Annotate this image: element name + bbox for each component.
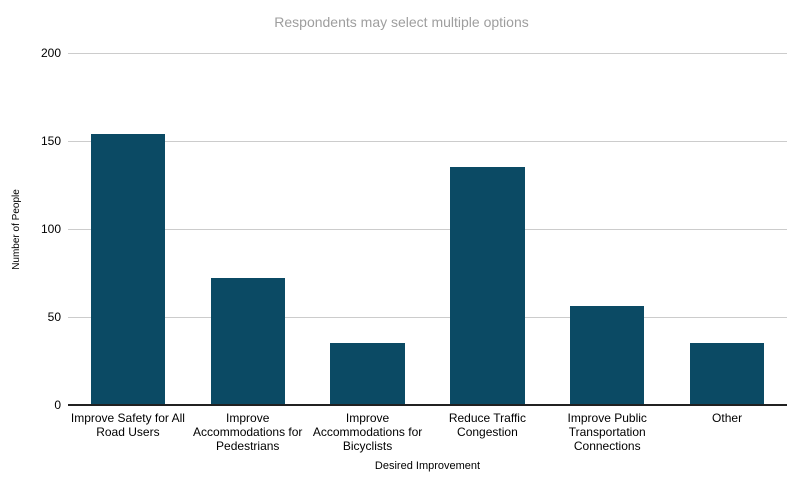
y-tick-label-200: 200 xyxy=(40,46,61,60)
gridline-y-200 xyxy=(68,53,787,54)
x-tick: Other xyxy=(667,411,787,453)
plot-area xyxy=(68,53,787,406)
bar-column xyxy=(68,53,188,405)
bar-column xyxy=(667,53,787,405)
x-tick-label-1: Improve Safety for All Road Users xyxy=(70,411,185,439)
x-axis-title: Desired Improvement xyxy=(374,460,481,472)
x-tick-label-6: Other xyxy=(712,411,743,425)
y-tick-label-100: 100 xyxy=(40,222,61,236)
bar-column xyxy=(308,53,428,405)
bar-2 xyxy=(210,278,285,405)
bar-column xyxy=(427,53,547,405)
gridline-y-150 xyxy=(68,141,787,142)
chart-title: Respondents may select multiple options xyxy=(274,14,529,30)
bar-3 xyxy=(330,343,405,405)
x-tick-label-2: Improve Accommodations for Pedestrians xyxy=(193,411,303,453)
x-tick: Improve Accommodations for Pedestrians xyxy=(188,411,308,453)
y-tick-label-50: 50 xyxy=(47,310,61,324)
bar-column xyxy=(547,53,667,405)
x-tick: Improve Public Transportation Connection… xyxy=(547,411,667,453)
x-tick: Improve Accommodations for Bicyclists xyxy=(308,411,428,453)
x-axis-line xyxy=(68,404,787,406)
bar-5 xyxy=(570,306,645,405)
gridline-y-50 xyxy=(68,317,787,318)
bar-column xyxy=(188,53,308,405)
bar-4 xyxy=(450,167,525,405)
x-tick-label-4: Reduce Traffic Congestion xyxy=(448,411,526,439)
x-tick: Improve Safety for All Road Users xyxy=(68,411,188,453)
y-tick-label-0: 0 xyxy=(54,398,61,412)
bar-1 xyxy=(90,133,166,405)
x-tick-label-3: Improve Accommodations for Bicyclists xyxy=(312,411,423,453)
x-tick: Reduce Traffic Congestion xyxy=(427,411,547,453)
bars-container xyxy=(68,53,787,405)
gridline-y-100 xyxy=(68,229,787,230)
y-tick-label-150: 150 xyxy=(40,134,61,148)
x-tick-label-5: Improve Public Transportation Connection… xyxy=(567,411,647,453)
x-axis-ticks: Improve Safety for All Road Users Improve… xyxy=(68,411,787,453)
bar-6 xyxy=(689,343,765,405)
